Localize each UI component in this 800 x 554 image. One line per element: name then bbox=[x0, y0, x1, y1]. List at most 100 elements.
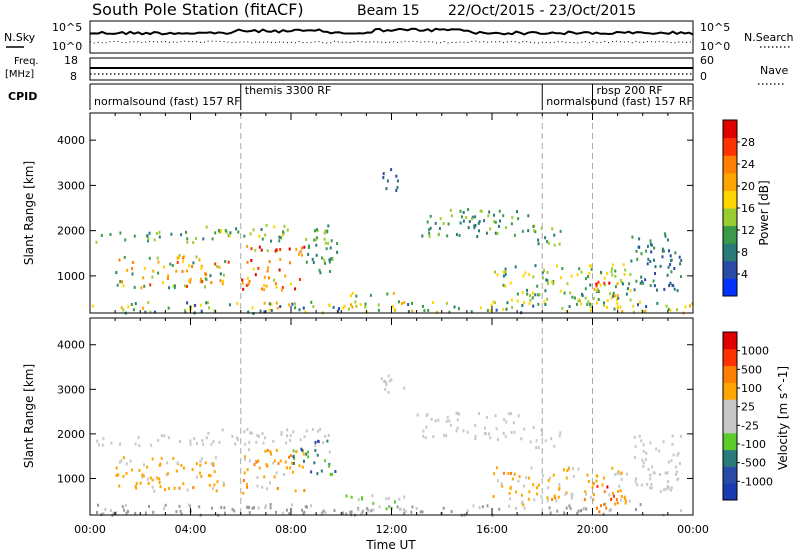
echo-cell bbox=[434, 419, 437, 423]
echo-cell bbox=[647, 467, 650, 471]
echo-cell bbox=[178, 504, 181, 508]
echo-cell bbox=[617, 490, 620, 493]
echo-cell bbox=[619, 279, 622, 283]
echo-cell bbox=[325, 247, 328, 251]
echo-cell bbox=[479, 209, 482, 213]
echo-cell bbox=[572, 474, 575, 478]
echo-cell bbox=[416, 413, 419, 417]
echo-cell bbox=[459, 209, 462, 213]
echo-cell bbox=[619, 472, 622, 476]
echo-cell bbox=[323, 237, 326, 241]
echo-cell bbox=[614, 473, 617, 477]
colorbar-frame bbox=[722, 331, 738, 501]
echo-cell bbox=[315, 253, 318, 257]
echo-cell bbox=[303, 489, 306, 492]
echo-cell bbox=[264, 436, 266, 440]
echo-cell bbox=[636, 257, 639, 261]
echo-cell bbox=[269, 450, 272, 454]
echo-cell bbox=[121, 505, 124, 509]
echo-cell bbox=[302, 511, 305, 515]
echo-cell bbox=[576, 511, 579, 515]
echo-cell bbox=[546, 271, 549, 274]
echo-cell bbox=[218, 265, 221, 269]
echo-cell bbox=[670, 486, 673, 490]
echo-cell bbox=[281, 286, 284, 289]
echo-cell bbox=[581, 292, 583, 296]
colorbar-swatch bbox=[723, 190, 737, 209]
echo-cell bbox=[493, 301, 496, 305]
echo-cell bbox=[341, 511, 344, 515]
echo-cell bbox=[241, 278, 244, 282]
echo-cell bbox=[569, 291, 572, 295]
echo-cell bbox=[603, 503, 605, 506]
echo-cell bbox=[262, 441, 265, 445]
echo-cell bbox=[553, 233, 556, 237]
echo-cell bbox=[510, 298, 513, 302]
echo-cell bbox=[679, 434, 682, 438]
echo-cell bbox=[505, 307, 508, 311]
echo-cell bbox=[450, 510, 453, 514]
echo-cell bbox=[620, 477, 623, 481]
echo-cell bbox=[249, 431, 252, 435]
echo-cell bbox=[243, 471, 246, 475]
echo-cell bbox=[625, 499, 627, 503]
echo-cell bbox=[423, 309, 426, 313]
echo-cell bbox=[236, 302, 239, 305]
echo-cell bbox=[221, 428, 224, 432]
echo-cell bbox=[507, 472, 510, 475]
echo-cell bbox=[622, 263, 625, 267]
echo-cell bbox=[207, 431, 210, 435]
echo-cell bbox=[509, 497, 512, 501]
echo-cell bbox=[157, 271, 160, 275]
echo-cell bbox=[144, 511, 147, 515]
colorbar-swatch bbox=[723, 225, 737, 244]
echo-cell bbox=[428, 228, 430, 232]
echo-cell bbox=[556, 509, 559, 513]
echo-cell bbox=[584, 287, 587, 291]
echo-cell bbox=[127, 305, 130, 309]
echo-cell bbox=[667, 480, 670, 484]
echo-cell bbox=[319, 271, 322, 275]
echo-cell bbox=[227, 260, 230, 264]
echo-cell bbox=[455, 411, 458, 415]
echo-cell bbox=[521, 291, 524, 295]
colorbar-swatch bbox=[723, 243, 737, 262]
echo-cell bbox=[266, 269, 269, 273]
colorbar-tick-label: -25 bbox=[741, 419, 759, 432]
echo-cell bbox=[612, 294, 615, 298]
echo-cell bbox=[610, 296, 613, 300]
echo-cell bbox=[214, 456, 217, 460]
x-tick-labels: 00:00 04:00 08:00 12:00 16:00 20:00 00:00 bbox=[74, 523, 709, 536]
echo-cell bbox=[529, 294, 531, 298]
echo-cell bbox=[601, 483, 604, 487]
echo-cell bbox=[167, 274, 170, 278]
echo-cell bbox=[523, 484, 525, 488]
echo-cell bbox=[676, 453, 679, 457]
echo-cell bbox=[394, 500, 396, 504]
echo-cell bbox=[209, 474, 212, 478]
echo-cell bbox=[590, 264, 593, 268]
echo-cell bbox=[653, 246, 656, 250]
echo-cell bbox=[537, 238, 540, 242]
echo-cell bbox=[616, 282, 619, 286]
echo-cell bbox=[521, 229, 524, 233]
echo-cell bbox=[115, 466, 118, 470]
echo-cell bbox=[295, 450, 298, 454]
echo-cell bbox=[419, 510, 422, 514]
echo-cell bbox=[149, 476, 152, 480]
echo-cell bbox=[411, 505, 414, 509]
echo-cell bbox=[241, 281, 244, 285]
echo-cell bbox=[357, 498, 360, 502]
velocity-cpid-lines bbox=[240, 318, 593, 515]
echo-cell bbox=[205, 225, 208, 229]
echo-cell bbox=[397, 300, 400, 304]
echo-cell bbox=[164, 503, 167, 507]
echo-cell bbox=[528, 490, 531, 494]
echo-cell bbox=[458, 412, 461, 416]
echo-cell bbox=[450, 214, 453, 218]
echo-cell bbox=[672, 453, 675, 457]
echo-cell bbox=[219, 230, 222, 234]
echo-cell bbox=[357, 508, 360, 512]
echo-cell bbox=[521, 304, 524, 307]
echo-cell bbox=[671, 442, 674, 446]
